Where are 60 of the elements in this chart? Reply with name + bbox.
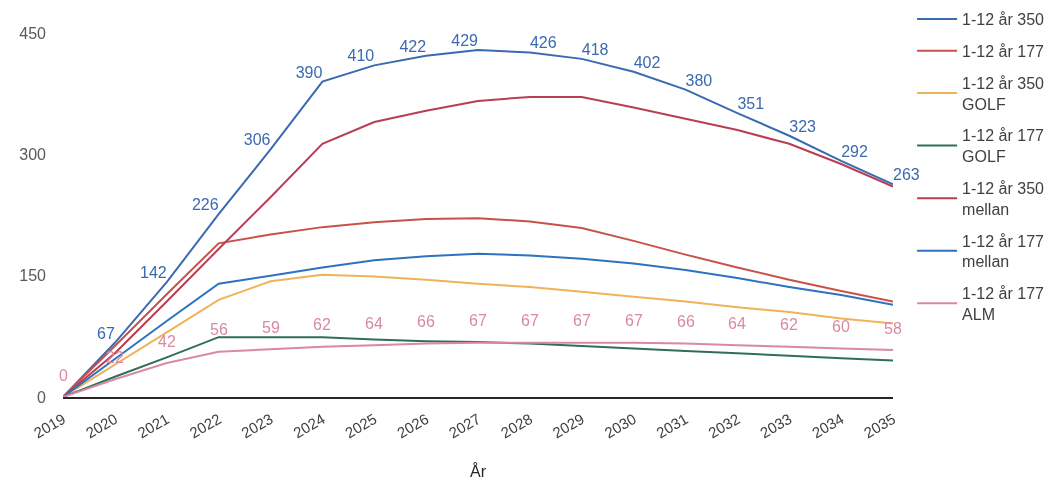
data-label: 418 (581, 40, 609, 58)
x-tick-label: 2028 (497, 409, 536, 442)
data-label: 56 (210, 321, 228, 338)
x-tick-label: 2035 (860, 409, 899, 442)
legend-label: 1-12 år 177 GOLF (962, 127, 1045, 166)
data-label: 426 (529, 34, 557, 52)
data-label: 402 (633, 53, 661, 71)
x-tick-label: 2024 (290, 409, 328, 442)
x-tick-label: 2021 (134, 409, 172, 442)
legend-label: 1-12 år 350 GOLF (962, 74, 1045, 113)
data-label: 142 (140, 264, 167, 282)
data-label: 66 (677, 313, 695, 330)
data-label: 67 (521, 312, 539, 329)
data-label: 67 (573, 312, 591, 329)
data-label: 64 (728, 315, 746, 332)
y-tick-label: 0 (37, 388, 47, 406)
legend-label: 1-12 år 177 (962, 43, 1045, 60)
x-tick-label: 2031 (653, 409, 691, 442)
x-axis-title: År (470, 462, 487, 481)
data-label: 67 (97, 324, 115, 342)
data-label: 429 (451, 31, 479, 49)
data-label: 306 (243, 131, 271, 149)
y-tick-label: 450 (19, 24, 47, 42)
x-tick-label: 2023 (238, 409, 276, 442)
data-label: 410 (347, 47, 375, 65)
data-label: 58 (884, 320, 902, 337)
data-label: 323 (789, 117, 817, 135)
data-label: 263 (893, 166, 920, 184)
data-label: 59 (262, 319, 280, 336)
data-label: 66 (417, 313, 435, 330)
legend-label: 1-12 år 350 (962, 11, 1045, 29)
data-label: 60 (832, 318, 850, 335)
x-tick-label: 2026 (393, 409, 432, 442)
x-tick-label: 2030 (601, 409, 639, 442)
x-tick-label: 2034 (808, 409, 847, 442)
x-tick-label: 2020 (82, 409, 121, 442)
data-label: 62 (780, 316, 798, 333)
data-label: 380 (685, 71, 713, 89)
legend-label: 1-12 år 350 mellan (962, 180, 1045, 218)
x-tick-label: 2032 (705, 409, 743, 442)
data-label: 42 (158, 333, 176, 350)
x-tick-label: 2022 (186, 409, 224, 442)
data-label: 226 (191, 196, 219, 214)
data-label: 67 (469, 312, 487, 329)
data-label: 292 (841, 142, 868, 160)
y-tick-label: 150 (19, 267, 47, 285)
data-label: 422 (399, 37, 427, 55)
legend-label: 1-12 år 177 mellan (962, 232, 1045, 271)
x-tick-label: 2033 (757, 409, 795, 442)
data-label: 351 (737, 95, 765, 113)
x-tick-label: 2029 (549, 409, 587, 442)
x-tick-label: 2019 (30, 409, 69, 442)
legend-label: 1-12 år 177 ALM (962, 285, 1045, 323)
data-label: 62 (313, 316, 331, 333)
y-tick-label: 300 (19, 145, 47, 163)
data-label: 0 (59, 367, 68, 384)
data-label: 67 (625, 312, 643, 329)
data-label: 64 (365, 315, 383, 332)
x-tick-label: 2025 (342, 409, 380, 442)
data-label: 390 (295, 63, 323, 81)
